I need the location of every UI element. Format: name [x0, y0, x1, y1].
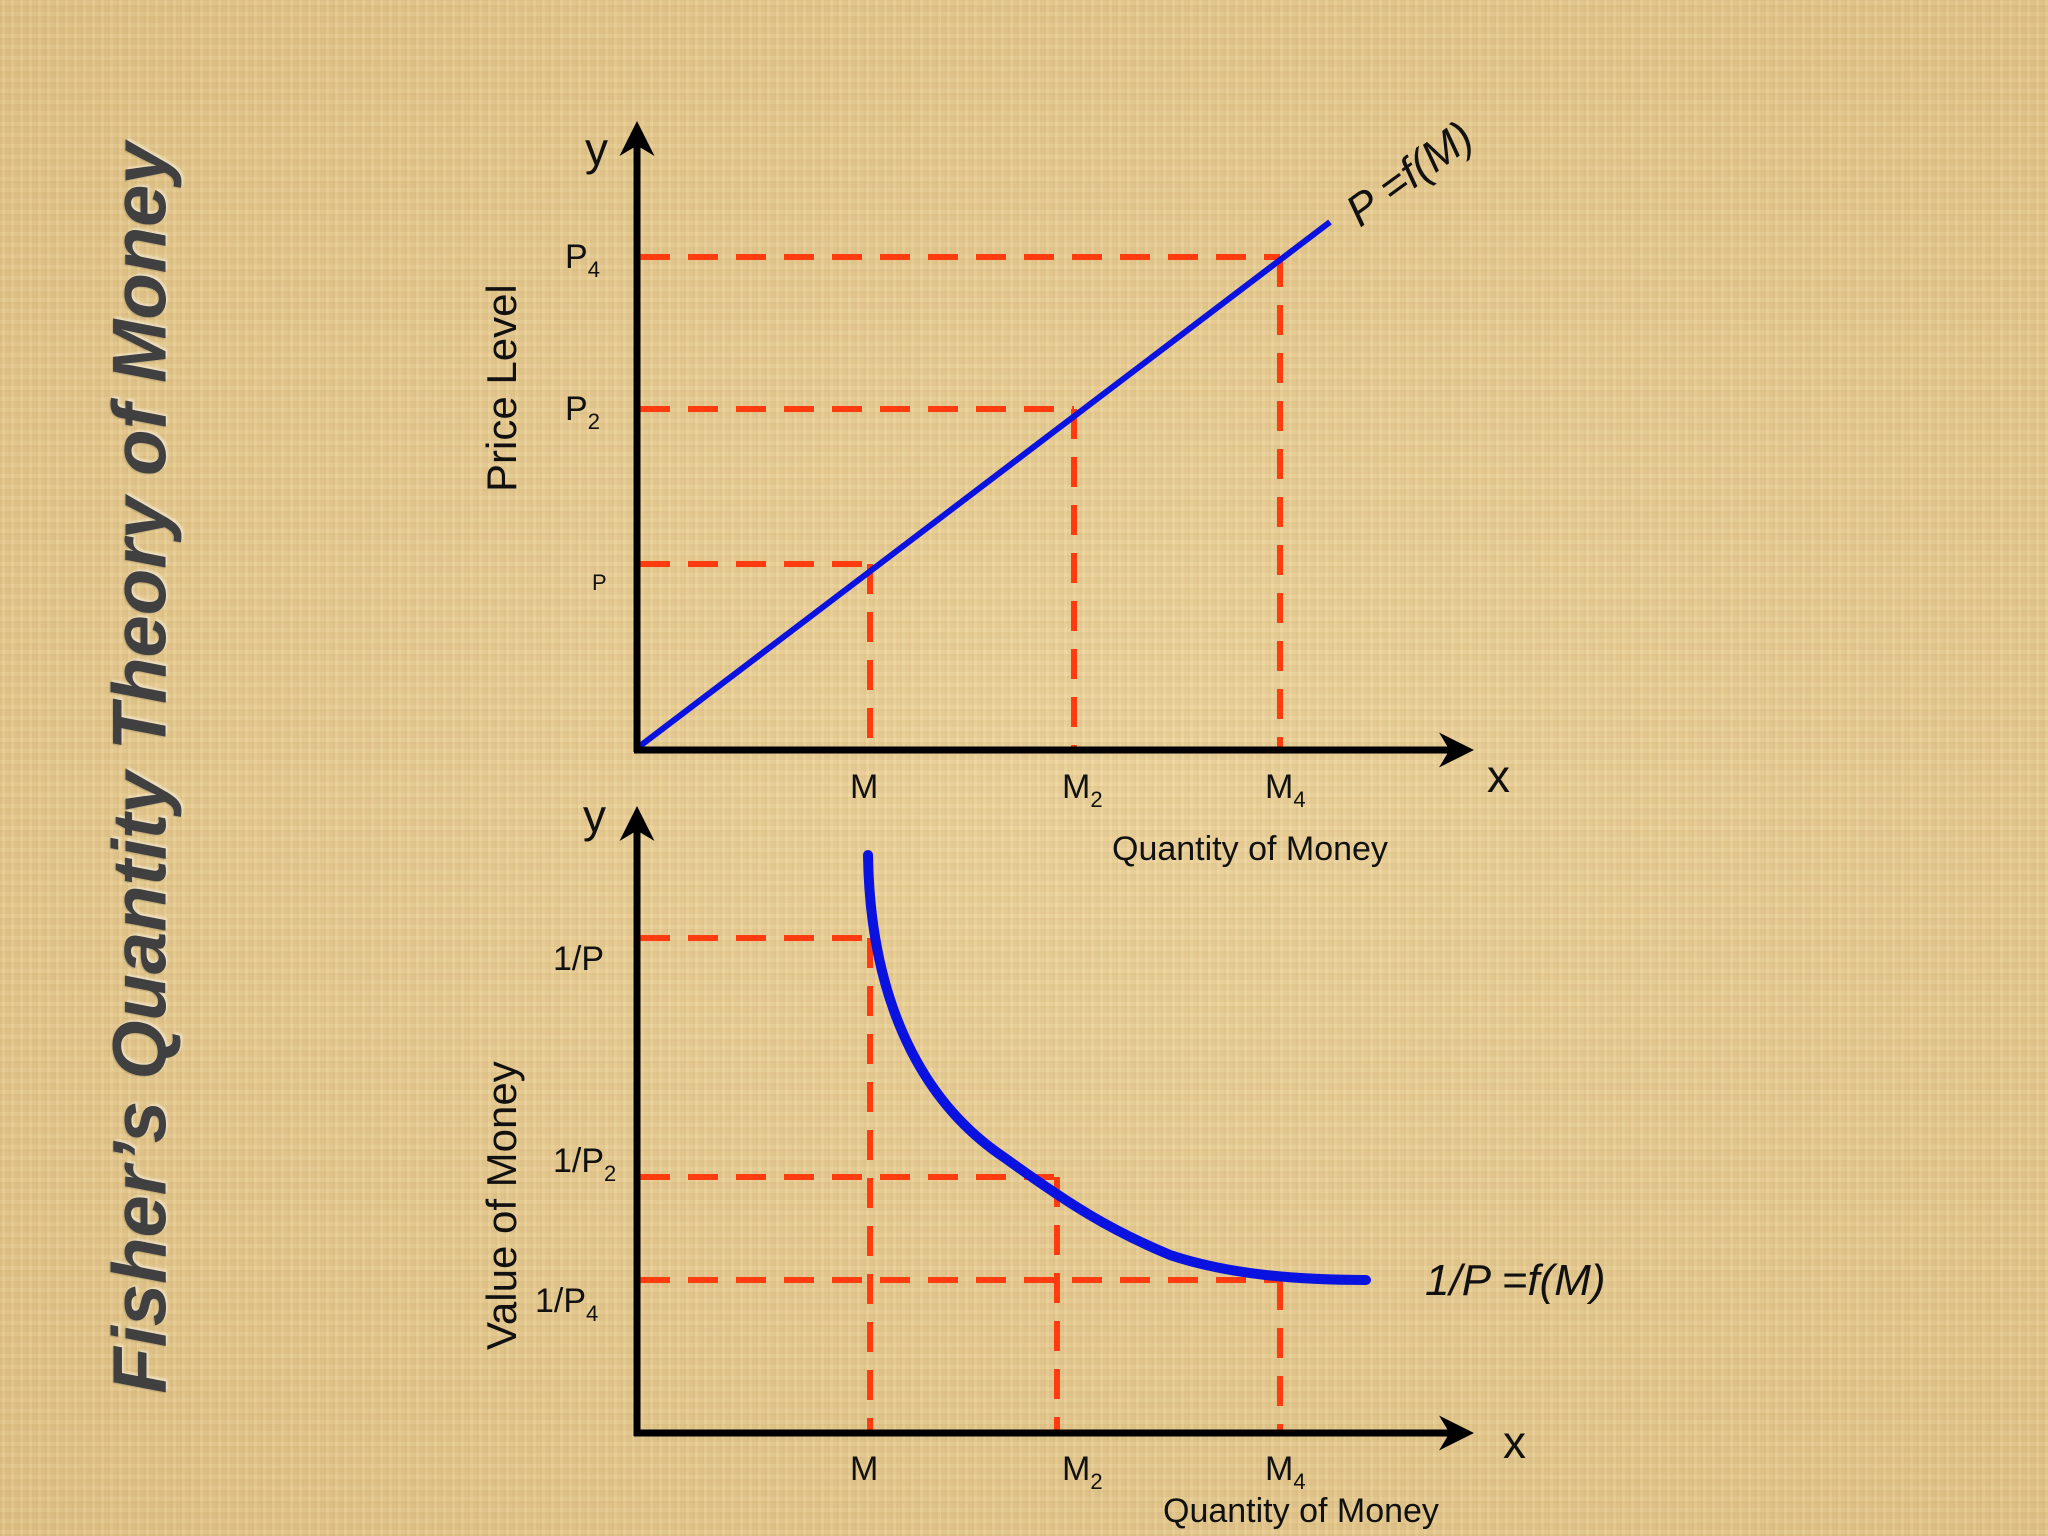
- top-x-tick-m4: M4: [1265, 768, 1306, 812]
- bottom-y-tick-1p: 1/P: [553, 940, 604, 978]
- top-function-line: [634, 219, 1332, 752]
- top-chart: y x P4 P2 P M M2 M4 Price Level Quantity…: [478, 112, 1510, 868]
- top-x-axis-title: Quantity of Money: [1112, 830, 1388, 868]
- top-function-label: P =f(M): [1337, 112, 1482, 236]
- bottom-y-axis-letter: y: [583, 790, 606, 842]
- bottom-function-label: 1/P =f(M): [1425, 1256, 1606, 1305]
- bottom-x-tick-m: M: [850, 1450, 878, 1488]
- bottom-x-axis-letter: x: [1503, 1416, 1526, 1468]
- top-x-tick-m: M: [850, 768, 878, 806]
- bottom-y-axis-title: Value of Money: [478, 1061, 525, 1350]
- top-x-tick-m2: M2: [1062, 768, 1103, 812]
- bottom-x-tick-m2: M2: [1062, 1450, 1103, 1494]
- bottom-x-tick-m4: M4: [1265, 1450, 1306, 1494]
- top-y-tick-p4: P4: [565, 238, 600, 282]
- bottom-y-tick-1p2: 1/P2: [553, 1142, 616, 1186]
- bottom-x-axis-title: Quantity of Money: [1163, 1492, 1439, 1530]
- bottom-chart: y x 1/P 1/P2 1/P4 M M2 M4 Value of Money…: [478, 790, 1606, 1530]
- top-x-axis-letter: x: [1487, 750, 1510, 802]
- top-y-tick-p2: P2: [565, 390, 600, 434]
- top-y-axis-letter: y: [585, 123, 608, 175]
- top-y-tick-p: P: [592, 570, 607, 595]
- bottom-function-curve: [863, 850, 1371, 1285]
- top-y-axis-title: Price Level: [478, 284, 525, 492]
- bottom-y-tick-1p4: 1/P4: [535, 1282, 598, 1326]
